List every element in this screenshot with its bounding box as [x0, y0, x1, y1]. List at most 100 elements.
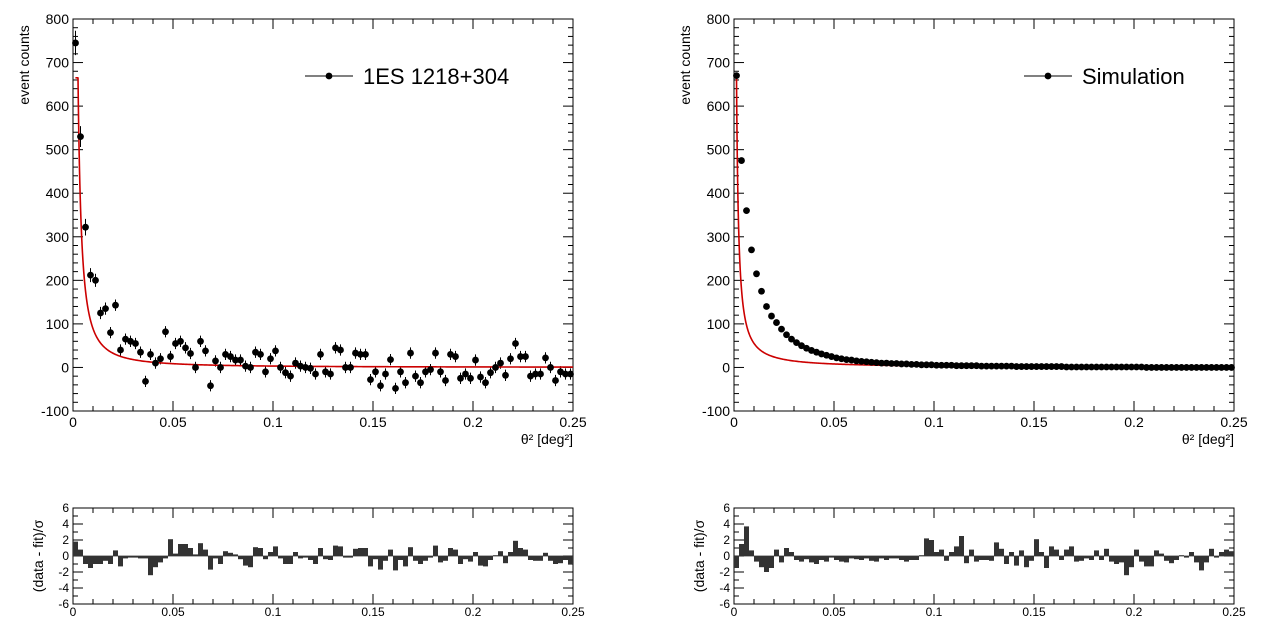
residual-bar	[298, 556, 303, 559]
residual-bar	[869, 556, 874, 561]
y-tick-label: 700	[46, 55, 70, 71]
data-point	[1008, 362, 1015, 370]
residual-bar	[133, 556, 138, 558]
data-point	[978, 362, 985, 370]
top-right-axes: 0 0.05 0.1 0.15 0.2 0.25-10001002003004005006…	[677, 11, 1248, 447]
data-point	[367, 376, 374, 384]
residual-bar	[88, 556, 93, 568]
data-point	[462, 370, 469, 378]
data-point	[157, 355, 164, 363]
residual-bar	[739, 544, 744, 556]
data-point	[923, 361, 930, 369]
residual-bar	[944, 556, 949, 561]
data-point	[1203, 364, 1210, 371]
residual-bar	[879, 556, 884, 559]
residual-bar	[83, 556, 88, 564]
residual-bar	[794, 556, 799, 560]
residual-bar	[849, 556, 854, 559]
residual-bar	[193, 554, 198, 556]
residual-bar	[1214, 556, 1219, 558]
data-point	[357, 350, 364, 358]
data-point	[397, 368, 404, 376]
data-point	[272, 347, 279, 355]
residual-bar	[543, 552, 548, 556]
y-axis-title: (data - fit)/σ	[30, 519, 46, 592]
data-point	[953, 362, 960, 370]
residual-bar	[1174, 556, 1179, 560]
residual-bar	[1149, 556, 1154, 567]
x-tick-label: 0	[731, 605, 738, 619]
data-point	[1208, 364, 1215, 371]
y-tick-label: 100	[707, 316, 731, 332]
data-point	[843, 356, 850, 364]
data-point	[1048, 363, 1055, 370]
y-tick-label: 0	[61, 359, 69, 375]
residual-bar	[759, 556, 764, 568]
residual-bar	[909, 556, 914, 560]
residual-bar	[153, 556, 158, 568]
residual-bar	[1199, 556, 1204, 571]
data-point	[998, 362, 1005, 370]
y-tick-label: -6	[719, 597, 730, 611]
data-point	[537, 370, 544, 378]
y-tick-label: 800	[46, 11, 70, 27]
residual-bar	[1139, 556, 1144, 562]
residual-bar	[453, 549, 458, 556]
residual-bar	[1014, 556, 1019, 566]
data-point	[933, 361, 940, 369]
legend-label: 1ES 1218+304	[363, 64, 509, 89]
residual-bar	[548, 556, 553, 561]
residual-bar	[1069, 546, 1074, 556]
residual-bar	[208, 556, 213, 570]
data-point	[738, 157, 745, 164]
y-tick-label: -4	[58, 581, 69, 595]
data-point	[768, 312, 775, 320]
residual-bar	[313, 556, 318, 564]
y-tick-label: 200	[707, 272, 731, 288]
data-point	[1018, 363, 1025, 370]
residual-bar	[939, 549, 944, 556]
data-point	[1153, 364, 1160, 371]
data-point	[1218, 364, 1225, 371]
data-point	[107, 329, 114, 336]
y-tick-label: 2	[62, 533, 69, 547]
data-point	[247, 364, 254, 371]
residual-bar	[443, 556, 448, 561]
residual-bar	[1044, 556, 1049, 568]
x-tick-label: 0.2	[463, 414, 483, 430]
data-point	[552, 377, 559, 384]
data-point	[1083, 363, 1090, 371]
data-point	[497, 359, 504, 367]
residual-bar	[919, 555, 924, 556]
residual-bar	[253, 547, 258, 556]
residual-bar	[248, 556, 253, 568]
x-tick-label: 0.1	[263, 414, 283, 430]
y-tick-label: 500	[707, 142, 731, 158]
residual-bar	[353, 548, 358, 556]
data-point	[362, 350, 369, 358]
residual-bar	[1004, 556, 1009, 564]
data-point	[1128, 363, 1135, 371]
y-tick-label: 6	[723, 501, 730, 515]
residual-bar	[899, 556, 904, 560]
data-point	[177, 337, 184, 345]
residual-bar	[93, 556, 98, 564]
residual-bar	[418, 556, 423, 564]
residual-bar	[428, 556, 433, 558]
data-point	[963, 362, 970, 370]
data-point	[868, 358, 875, 366]
residual-bar	[233, 554, 238, 556]
residual-bar	[323, 556, 328, 560]
x-tick-label: 0.1	[926, 605, 943, 619]
x-tick-label: 0.05	[159, 414, 186, 430]
data-point	[1158, 364, 1165, 371]
residual-bar	[458, 556, 463, 564]
residual-bar	[1194, 556, 1199, 563]
legend-marker	[325, 72, 333, 80]
x-tick-label: 0.1	[265, 605, 282, 619]
data-point	[988, 362, 995, 370]
residual-bar	[1164, 556, 1169, 561]
residual-bar	[183, 544, 188, 556]
data-point	[382, 370, 389, 378]
data-point	[342, 364, 349, 371]
